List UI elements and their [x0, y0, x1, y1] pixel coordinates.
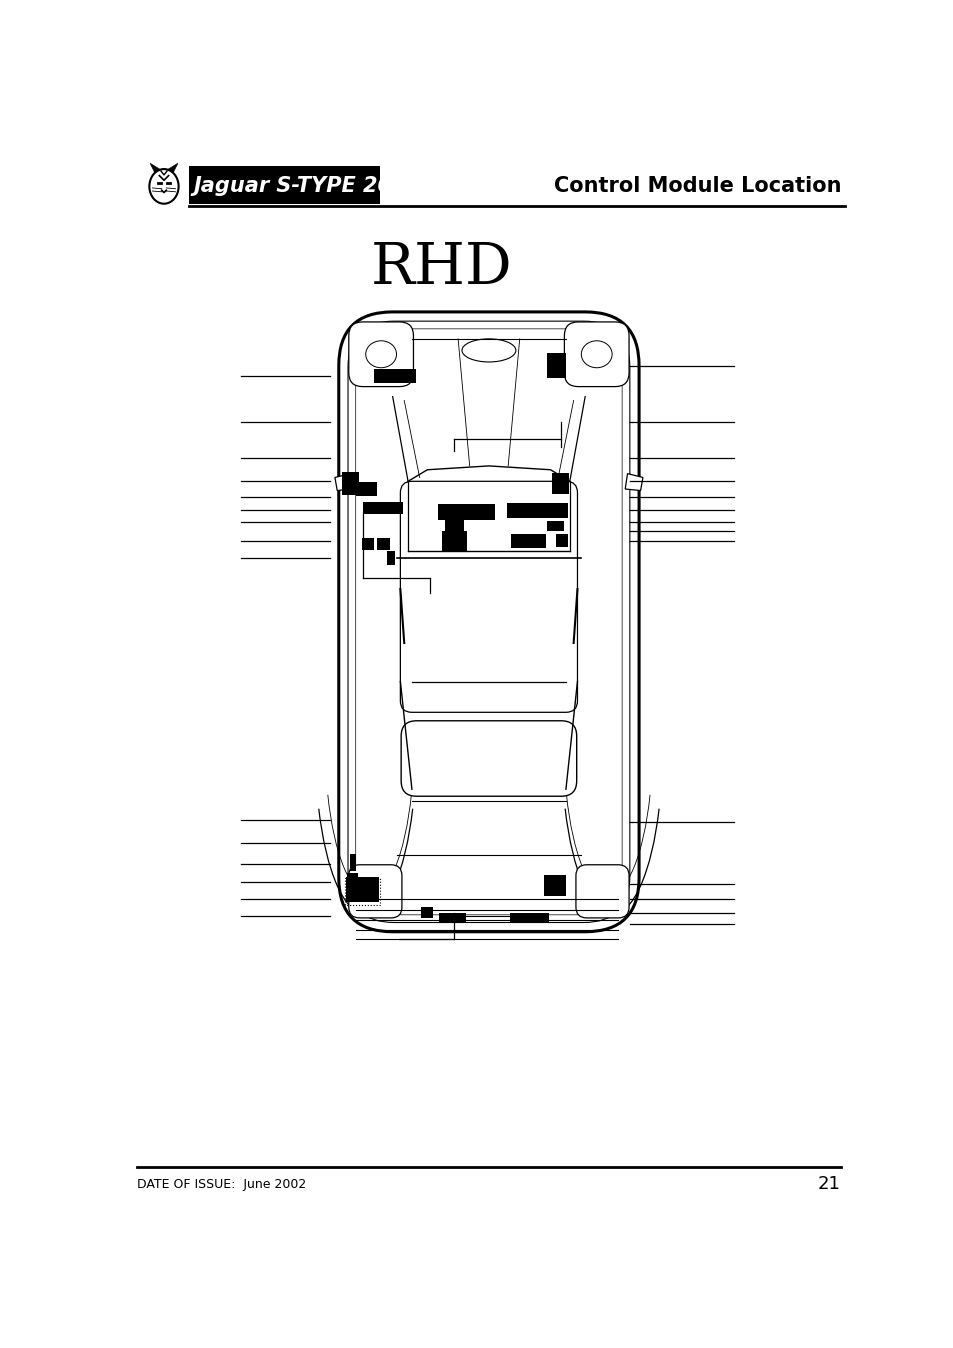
Bar [355, 483, 376, 496]
Bar [437, 504, 495, 520]
Bar [444, 518, 463, 535]
Ellipse shape [580, 341, 612, 368]
Text: Jaguar S-TYPE 2002.5: Jaguar S-TYPE 2002.5 [193, 175, 443, 195]
Bar [190, 166, 380, 204]
Bar [361, 538, 374, 550]
Polygon shape [168, 163, 177, 173]
Ellipse shape [461, 338, 516, 363]
Bar [506, 503, 568, 518]
Text: RHD: RHD [370, 240, 512, 297]
Text: 21: 21 [817, 1175, 840, 1193]
Bar [546, 353, 566, 379]
Bar [374, 369, 416, 383]
Bar [347, 874, 357, 879]
Bar [345, 878, 380, 905]
Bar [546, 520, 563, 531]
Polygon shape [150, 163, 160, 173]
Bar [387, 551, 395, 565]
Bar [363, 501, 403, 515]
Bar [420, 907, 433, 918]
FancyBboxPatch shape [400, 721, 577, 797]
FancyBboxPatch shape [564, 322, 628, 387]
FancyBboxPatch shape [349, 865, 401, 918]
Bar [556, 534, 568, 547]
Bar [441, 531, 466, 553]
Polygon shape [624, 473, 642, 491]
Bar [511, 534, 545, 547]
Bar [544, 875, 557, 896]
FancyBboxPatch shape [349, 322, 413, 387]
Polygon shape [335, 473, 353, 491]
Ellipse shape [365, 341, 396, 368]
Bar [552, 473, 568, 495]
Bar [346, 878, 378, 902]
Bar [510, 913, 548, 923]
Text: DATE OF ISSUE:  June 2002: DATE OF ISSUE: June 2002 [137, 1178, 306, 1190]
Text: Control Module Location: Control Module Location [554, 175, 841, 195]
FancyBboxPatch shape [576, 865, 628, 918]
Bar [349, 855, 355, 871]
FancyBboxPatch shape [338, 311, 639, 931]
Bar [438, 913, 466, 923]
Bar [376, 538, 389, 550]
Bar [555, 875, 565, 896]
Bar [341, 472, 358, 495]
